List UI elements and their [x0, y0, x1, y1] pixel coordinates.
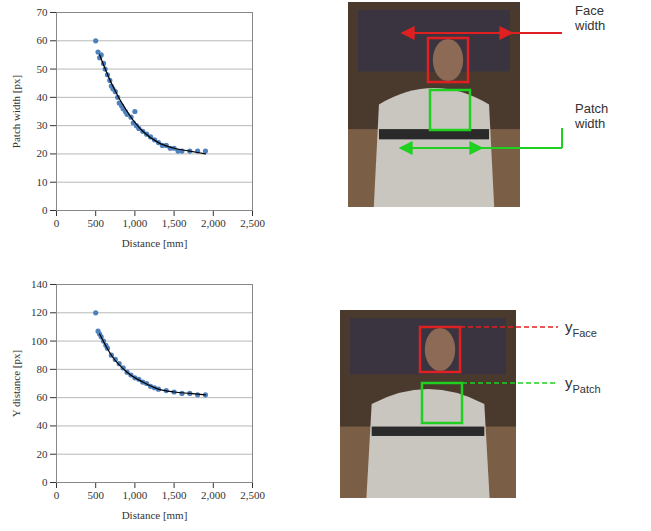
svg-text:60: 60 — [37, 391, 49, 403]
svg-text:10: 10 — [37, 176, 49, 188]
svg-text:yFace: yFace — [565, 318, 597, 339]
svg-text:40: 40 — [37, 419, 49, 431]
svg-text:80: 80 — [37, 363, 49, 375]
svg-text:2,000: 2,000 — [201, 489, 226, 501]
svg-text:Patch width [px]: Patch width [px] — [10, 75, 22, 148]
svg-text:140: 140 — [31, 278, 48, 290]
svg-text:1,000: 1,000 — [123, 489, 148, 501]
svg-text:500: 500 — [87, 489, 104, 501]
svg-text:Patchwidth: Patchwidth — [574, 101, 608, 131]
svg-text:0: 0 — [54, 217, 60, 229]
svg-text:Y distance [px]: Y distance [px] — [10, 350, 22, 417]
svg-text:1,500: 1,500 — [162, 489, 187, 501]
svg-text:100: 100 — [31, 335, 48, 347]
svg-text:500: 500 — [87, 217, 104, 229]
svg-text:20: 20 — [37, 448, 49, 460]
svg-text:yPatch: yPatch — [565, 374, 601, 395]
svg-text:0: 0 — [54, 489, 60, 501]
svg-text:60: 60 — [37, 34, 49, 46]
svg-text:2,000: 2,000 — [201, 217, 226, 229]
svg-text:1,000: 1,000 — [123, 217, 148, 229]
svg-text:Facewidth: Facewidth — [574, 3, 605, 33]
svg-text:0: 0 — [42, 204, 48, 216]
svg-text:2,500: 2,500 — [240, 217, 265, 229]
svg-text:Distance [mm]: Distance [mm] — [122, 237, 188, 249]
svg-text:120: 120 — [31, 306, 48, 318]
svg-text:Distance [mm]: Distance [mm] — [122, 509, 188, 521]
svg-text:1,500: 1,500 — [162, 217, 187, 229]
svg-text:40: 40 — [37, 91, 49, 103]
svg-text:2,500: 2,500 — [240, 489, 265, 501]
svg-text:50: 50 — [37, 63, 49, 75]
svg-text:0: 0 — [42, 476, 48, 488]
svg-text:70: 70 — [37, 6, 49, 18]
svg-text:20: 20 — [37, 147, 49, 159]
svg-text:30: 30 — [37, 119, 49, 131]
